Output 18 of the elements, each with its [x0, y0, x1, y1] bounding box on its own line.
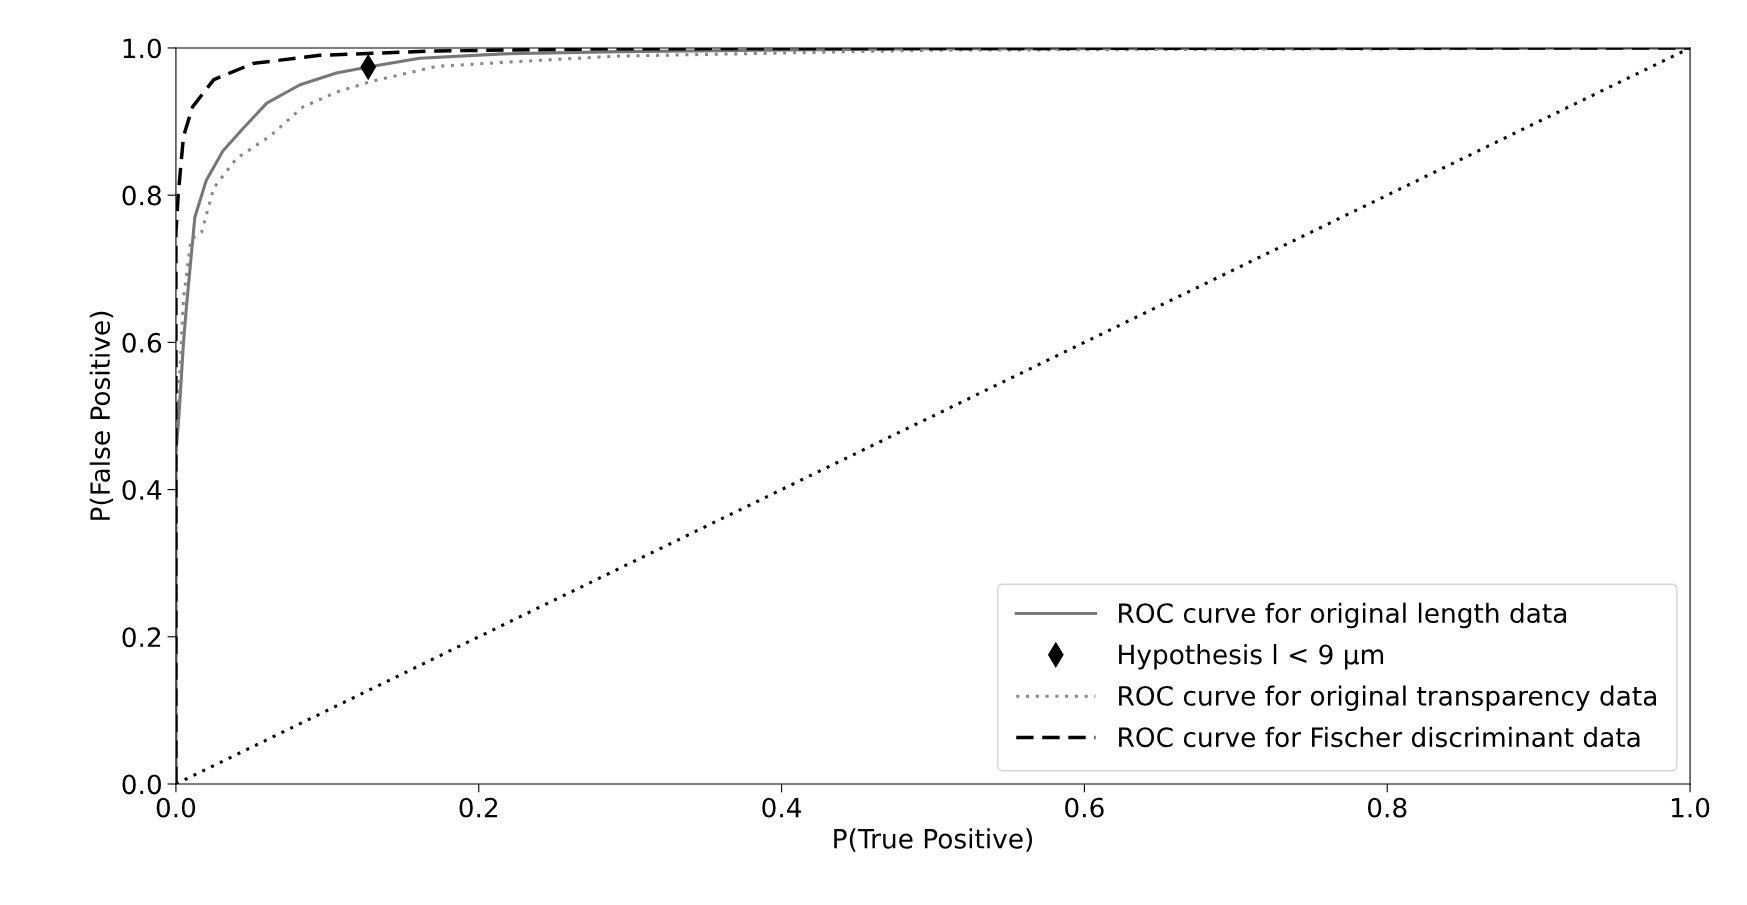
- x-tick-label: 0.8: [1367, 797, 1407, 818]
- legend-label: Hypothesis l < 9 μm: [1119, 644, 1384, 670]
- y-tick-label: 0.8: [122, 185, 161, 206]
- y-tick-label: 1.0: [123, 38, 161, 59]
- y-tick-label: 0.2: [122, 627, 161, 648]
- x-tick-label: 0.4: [762, 797, 802, 818]
- x-tick-label: 0.2: [459, 797, 498, 818]
- legend-label: ROC curve for Fischer discriminant data: [1119, 726, 1640, 748]
- y-axis-title: P(False Positive): [89, 311, 114, 520]
- x-axis-title: P(True Positive): [834, 828, 1033, 852]
- y-tick-label: 0.4: [122, 480, 162, 500]
- x-tick-label: 0.0: [156, 797, 196, 818]
- legend-label: ROC curve for original length data: [1119, 602, 1566, 629]
- legend-label: ROC curve for original transparency data: [1119, 685, 1656, 711]
- x-tick-label: 1.0: [1671, 797, 1710, 818]
- x-tick-label: 0.6: [1065, 797, 1104, 818]
- y-tick-label: 0.6: [122, 332, 162, 353]
- y-tick-label: 0.0: [122, 774, 161, 795]
